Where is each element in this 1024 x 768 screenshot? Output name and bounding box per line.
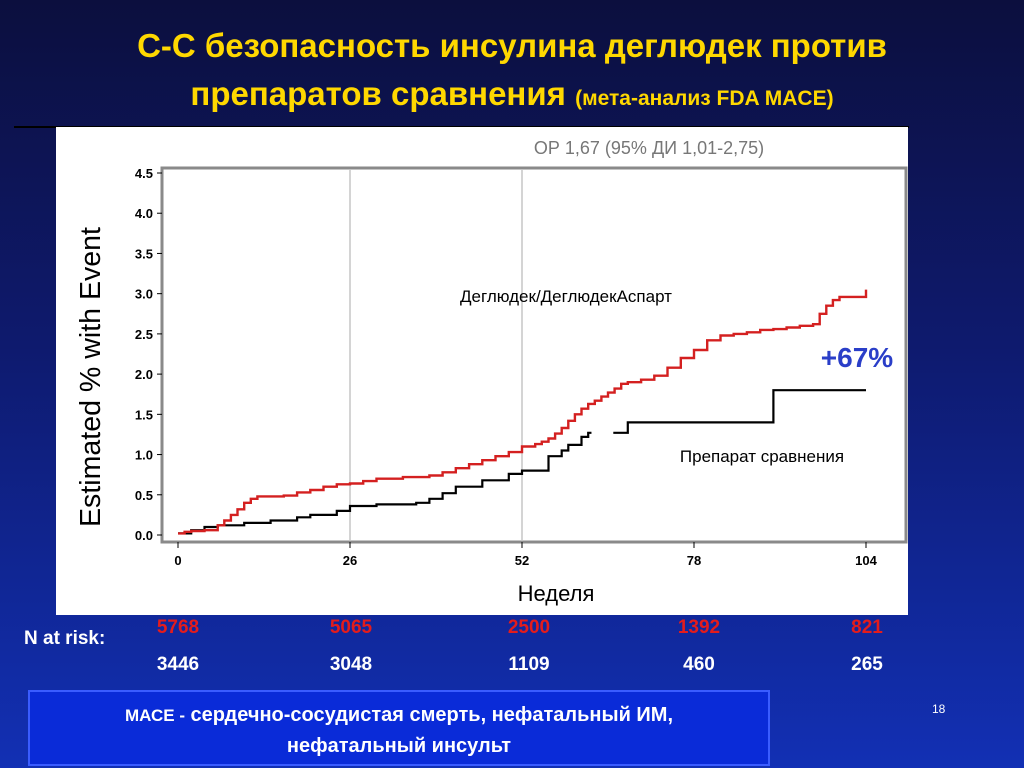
footer-definition: МАСЕ - сердечно-сосудистая смерть, нефат…: [28, 690, 770, 766]
risk-value-comparator: 460: [683, 654, 715, 675]
title-main: препаратов сравнения: [190, 75, 566, 112]
risk-row-degludec: 5768 5065 2500 1392 821: [0, 617, 1024, 643]
chart-panel: ОР 1,67 (95% ДИ 1,01-2,75) 0.0 0.5 1.0 1.5 2.…: [56, 127, 908, 615]
risk-value-comparator: 3048: [329, 654, 373, 675]
y-tick-label: 0.5: [135, 488, 153, 503]
series-label-comparator: Препарат сравнения: [680, 447, 844, 466]
risk-value-degludec: 5768: [156, 617, 200, 638]
risk-value-degludec: 5065: [329, 617, 373, 638]
comparator-gap: [591, 418, 614, 445]
y-tick-label: 4.5: [135, 166, 153, 181]
page-number: 18: [932, 702, 946, 716]
title-line-2: препаратов сравнения (мета-анализ FDA MA…: [0, 70, 1024, 123]
hr-box: [391, 127, 908, 161]
series-label-degludec: Деглюдек/ДеглюдекАспарт: [460, 287, 672, 306]
hr-text: ОР 1,67 (95% ДИ 1,01-2,75): [534, 138, 764, 158]
x-tick-label: 26: [343, 553, 357, 568]
km-chart: ОР 1,67 (95% ДИ 1,01-2,75) 0.0 0.5 1.0 1.5 2.…: [75, 127, 908, 606]
risk-value-comparator: 265: [851, 654, 883, 675]
title-line-1: С-С безопасность инсулина деглюдек проти…: [137, 27, 887, 64]
risk-table-label: N at risk:: [24, 628, 106, 649]
x-axis-label: Неделя: [518, 581, 595, 606]
y-tick-label: 3.0: [135, 287, 153, 302]
y-tick-label: 2.0: [135, 367, 153, 382]
series-line-degludec: [178, 289, 868, 535]
risk-row-comparator: 3446 3048 1109 460 265: [0, 654, 1024, 680]
x-tick-label: 104: [855, 553, 877, 568]
x-tick-label: 78: [687, 553, 701, 568]
footer-text-1: сердечно-сосудистая смерть, нефатальный …: [190, 704, 674, 726]
y-tick-label: 4.0: [135, 206, 153, 221]
footer-line-2: нефатальный инсульт: [286, 735, 512, 757]
y-tick-label: 3.5: [135, 246, 153, 261]
plot-frame: [160, 166, 908, 544]
series-line-comparator: [178, 389, 866, 535]
y-tick-label: 1.5: [135, 407, 153, 422]
y-tick-label: 2.5: [135, 327, 153, 342]
x-tick-label: 52: [515, 553, 529, 568]
x-tick-label: 0: [174, 553, 181, 568]
risk-value-degludec: 1392: [677, 617, 721, 638]
y-tick-label: 0.0: [135, 528, 153, 543]
title-note: (мета-анализ FDA MACE): [575, 87, 834, 110]
risk-value-comparator: 1109: [508, 654, 550, 675]
footer-line-1: МАСЕ - сердечно-сосудистая смерть, нефат…: [30, 700, 768, 731]
risk-value-degludec: 2500: [507, 617, 551, 638]
footer-abbr: МАСЕ -: [124, 706, 185, 725]
risk-value-comparator: 3446: [156, 654, 200, 675]
risk-value-degludec: 821: [851, 617, 883, 638]
y-axis-label: Estimated % with Event: [75, 227, 107, 527]
annotation-plus67: +67%: [821, 342, 893, 373]
slide-title: С-С безопасность инсулина деглюдек проти…: [0, 22, 1024, 123]
y-tick-label: 1.0: [135, 448, 153, 463]
